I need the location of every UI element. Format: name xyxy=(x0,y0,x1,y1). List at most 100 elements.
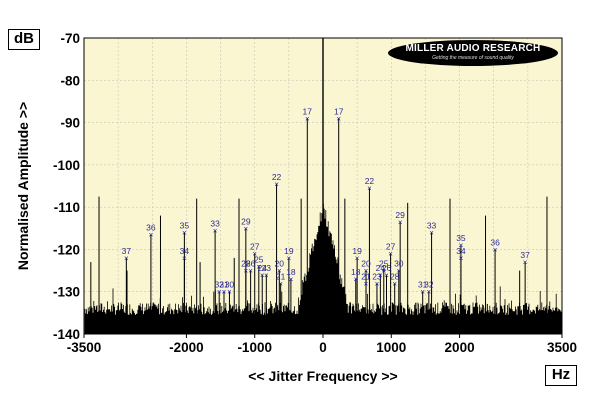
y-tick-label: -140 xyxy=(53,327,80,342)
spur-marker: × xyxy=(124,254,129,263)
brand-logo: MILLER AUDIO RESEARCH Getting the measur… xyxy=(388,40,558,66)
logo-ellipse xyxy=(388,40,558,66)
spur-marker: × xyxy=(353,275,358,284)
spur-label: 36 xyxy=(490,237,500,247)
y-tick-label: -90 xyxy=(60,116,80,131)
spur-label: 27 xyxy=(386,242,396,252)
spur-label: 29 xyxy=(241,216,251,226)
x-tick-label: -3500 xyxy=(67,340,102,355)
spur-marker: × xyxy=(336,114,341,123)
spur-label: 24 xyxy=(376,263,386,273)
spur-label: 17 xyxy=(303,106,313,116)
x-tick-label: 1000 xyxy=(376,340,406,355)
x-tick-label: -1000 xyxy=(237,340,272,355)
spur-label: 26 xyxy=(246,259,256,269)
spur-marker: × xyxy=(398,218,403,227)
spur-label: 35 xyxy=(180,221,190,231)
spur-label: 34 xyxy=(180,246,190,256)
spur-label: 23 xyxy=(372,271,382,281)
logo-text: MILLER AUDIO RESEARCH xyxy=(405,43,541,54)
spur-marker: × xyxy=(277,267,282,276)
plot-frame xyxy=(83,37,563,335)
spur-marker: × xyxy=(429,229,434,238)
spur-label: 30 xyxy=(394,259,404,269)
spur-label: 28 xyxy=(241,259,251,269)
x-tick-label: -2000 xyxy=(169,340,204,355)
y-tick-label: -100 xyxy=(53,158,80,173)
spur-marker: × xyxy=(182,254,187,263)
spur-label: 32 xyxy=(424,280,434,290)
spur-label: 27 xyxy=(250,242,260,252)
spur-marker: × xyxy=(287,254,292,263)
spur-marker: × xyxy=(289,275,294,284)
spur-marker: × xyxy=(364,267,369,276)
spur-label: 33 xyxy=(210,218,220,228)
spur-marker: × xyxy=(392,279,397,288)
spur-label: 25 xyxy=(379,259,389,269)
spur-marker: × xyxy=(305,114,310,123)
spur-label: 18 xyxy=(351,267,361,277)
spur-marker: × xyxy=(384,271,389,280)
spur-marker: × xyxy=(381,267,386,276)
spur-marker: × xyxy=(244,224,249,233)
y-unit-badge: dB xyxy=(8,29,40,50)
noise-floor xyxy=(84,38,563,334)
spur-marker: × xyxy=(493,245,498,254)
spur-marker: × xyxy=(367,184,372,193)
spur-marker: × xyxy=(420,288,425,297)
spur-marker: × xyxy=(222,288,227,297)
spur-marker: × xyxy=(260,271,265,280)
x-tick-label: 2000 xyxy=(445,340,475,355)
spur-label: 22 xyxy=(272,172,282,182)
spur-label: 37 xyxy=(520,250,530,260)
spur-marker: × xyxy=(364,279,369,288)
tick-labels: -70 -80 -90 -100 -110 -120 -130 -140-3500 -2000 -… xyxy=(53,31,577,355)
spur-label: 33 xyxy=(427,221,437,231)
spur-label: 34 xyxy=(456,246,466,256)
spur-marker: × xyxy=(149,231,154,240)
spurs xyxy=(90,118,548,334)
spur-label: 19 xyxy=(352,246,362,256)
spur-marker: × xyxy=(523,258,528,267)
spur-label: 19 xyxy=(284,246,294,256)
spur-label: 30 xyxy=(225,280,235,290)
spur-label: 25 xyxy=(254,254,264,264)
x-axis-label: << Jitter Frequency >> xyxy=(248,368,397,384)
spur-label: 24 xyxy=(257,263,267,273)
spur-label: 18 xyxy=(286,267,296,277)
spur-label: 20 xyxy=(361,259,371,269)
spur-marker: × xyxy=(396,267,401,276)
y-tick-label: -70 xyxy=(60,31,80,46)
spur-label: 29 xyxy=(395,210,405,220)
spur-label: 22 xyxy=(365,176,375,186)
spur-marker: × xyxy=(378,271,383,280)
spur-marker: × xyxy=(459,241,464,250)
y-tick-label: -120 xyxy=(53,242,80,257)
x-tick-label: 0 xyxy=(319,340,327,355)
y-axis-label: Normalised Amplitude >> xyxy=(15,102,31,270)
spur-label: 20 xyxy=(275,259,285,269)
spur-marker: × xyxy=(252,250,257,259)
spur-label: 36 xyxy=(146,223,156,233)
spur-marker: × xyxy=(217,288,222,297)
spur-labels: ×37×36×35×34×33×32×31×30×29×28×27×26 ×25×… xyxy=(122,106,531,296)
spur-label: 17 xyxy=(334,106,344,116)
spur-marker: × xyxy=(256,262,261,271)
spur-label: 26 xyxy=(382,263,392,273)
y-tick-label: -110 xyxy=(54,200,80,215)
spur-marker: × xyxy=(244,267,249,276)
spur-label: 31 xyxy=(418,280,428,290)
y-tick-label: -80 xyxy=(60,73,80,88)
x-unit-badge: Hz xyxy=(545,365,577,386)
spur-marker: × xyxy=(388,250,393,259)
spur-marker: × xyxy=(427,288,432,297)
spur-label: 35 xyxy=(456,233,466,243)
spur-marker: × xyxy=(459,254,464,263)
y-tick-label: -130 xyxy=(53,285,80,300)
spur-marker: × xyxy=(182,229,187,238)
spur-label: 28 xyxy=(390,271,400,281)
x-tick-label: 3500 xyxy=(547,340,577,355)
spur-marker: × xyxy=(375,279,380,288)
spur-label: 21 xyxy=(276,271,286,281)
